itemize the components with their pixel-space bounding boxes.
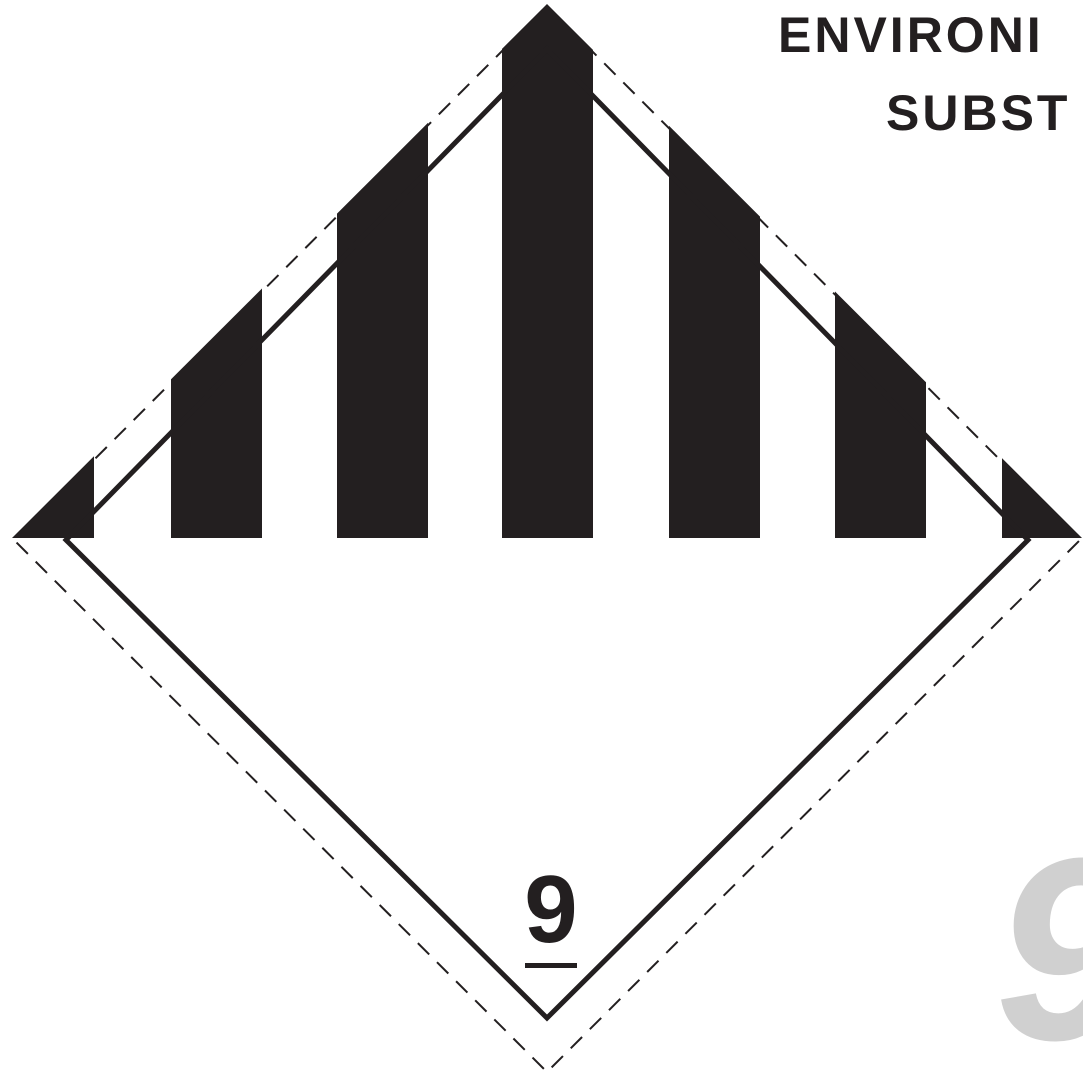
stripe <box>502 4 593 538</box>
stripe <box>10 4 94 538</box>
stripe <box>669 4 760 538</box>
label-heading-line-1: ENVIRONI <box>778 7 1044 63</box>
watermark-glyph: 9 <box>995 820 1083 1078</box>
class-number-underline <box>525 963 577 968</box>
stripe <box>1002 4 1083 538</box>
stripe <box>171 4 262 538</box>
stripe <box>337 4 428 538</box>
class-9-miscellaneous-stripes-icon <box>10 4 1083 538</box>
hazard-class-number: 9 <box>524 856 578 963</box>
label-heading-line-2: SUBST <box>886 85 1071 141</box>
inner-solid-border <box>62 45 1032 1022</box>
stripe <box>835 4 926 538</box>
